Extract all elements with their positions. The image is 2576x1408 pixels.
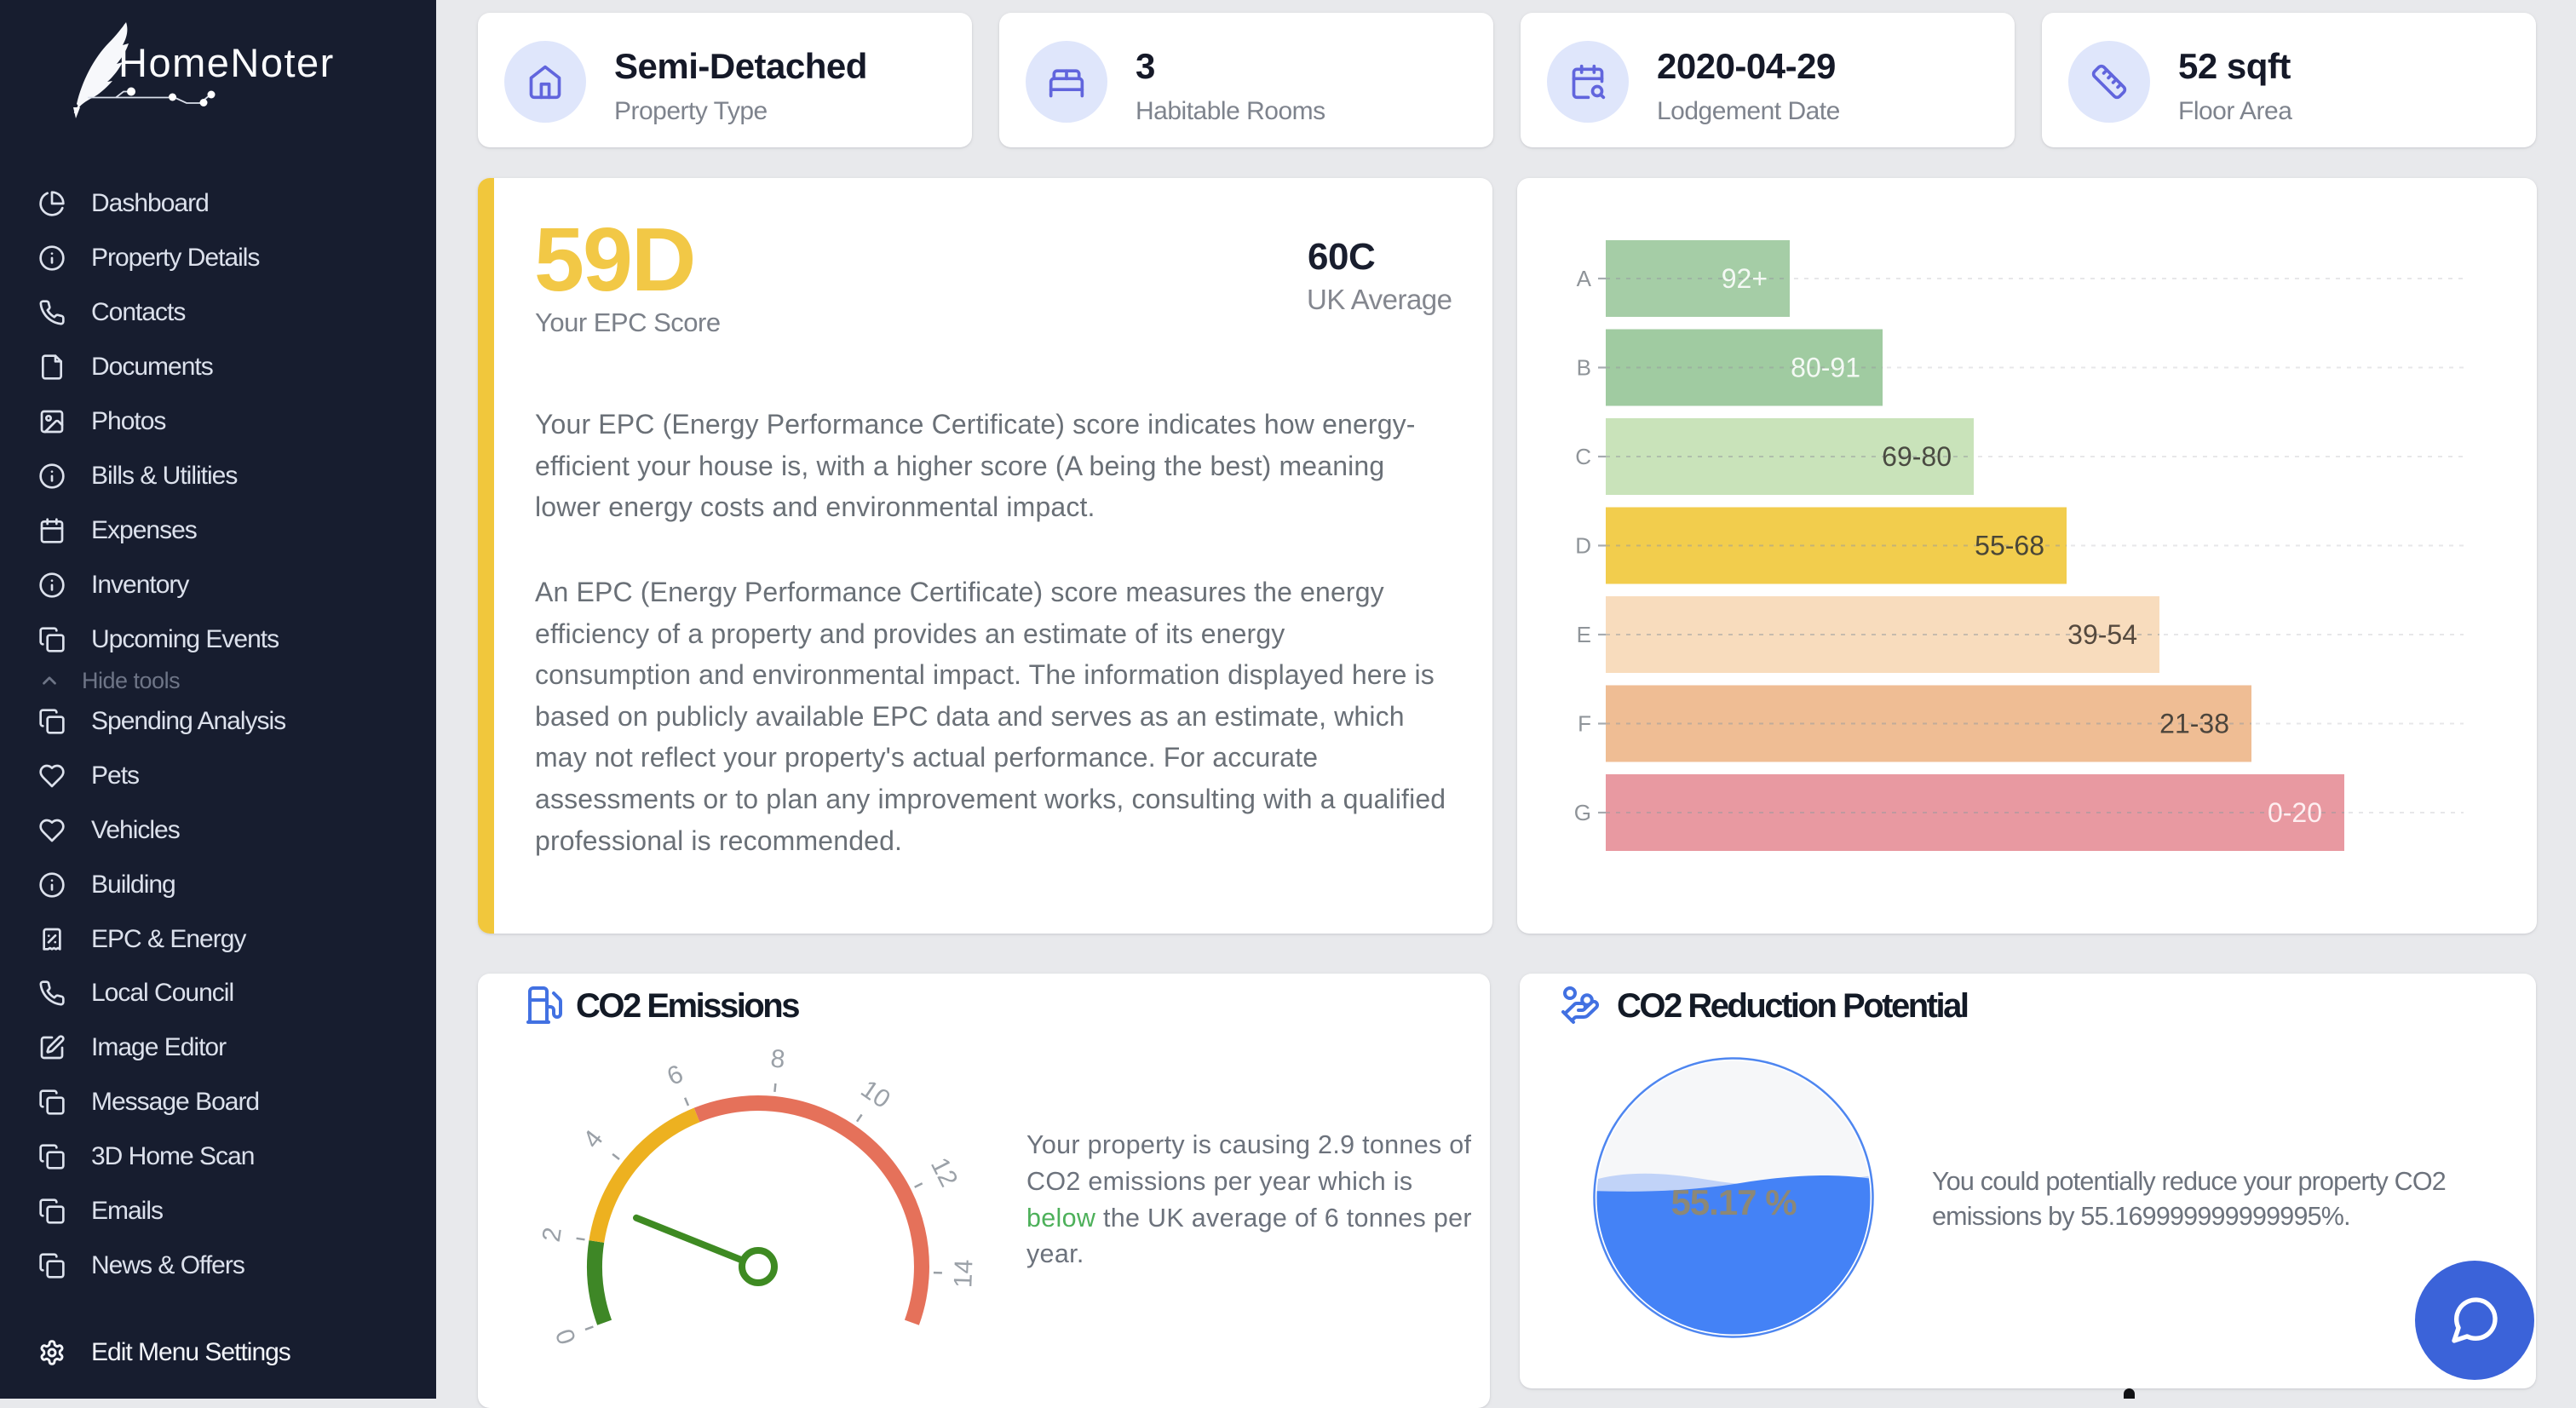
svg-text:E: E <box>1577 622 1591 647</box>
svg-text:0-20: 0-20 <box>2268 797 2322 828</box>
svg-text:4: 4 <box>578 1125 608 1153</box>
svg-text:55.17 %: 55.17 % <box>1670 1182 1797 1222</box>
svg-text:B: B <box>1577 355 1591 381</box>
svg-text:39-54: 39-54 <box>2067 619 2137 650</box>
svg-text:10: 10 <box>856 1075 895 1114</box>
svg-text:6: 6 <box>663 1060 687 1091</box>
svg-text:G: G <box>1574 800 1591 825</box>
svg-text:14: 14 <box>949 1259 978 1289</box>
svg-text:D: D <box>1575 533 1591 559</box>
svg-text:8: 8 <box>769 1044 786 1073</box>
svg-text:A: A <box>1577 266 1592 291</box>
svg-text:12: 12 <box>925 1153 963 1192</box>
svg-text:69-80: 69-80 <box>1882 441 1952 472</box>
svg-text:92+: 92+ <box>1722 263 1768 294</box>
svg-text:F: F <box>1578 711 1591 737</box>
svg-text:55-68: 55-68 <box>1975 531 2044 561</box>
svg-text:2: 2 <box>538 1226 567 1244</box>
svg-text:21-38: 21-38 <box>2159 709 2229 739</box>
svg-text:80-91: 80-91 <box>1791 353 1860 383</box>
svg-text:C: C <box>1575 444 1591 469</box>
svg-text:0: 0 <box>549 1325 581 1348</box>
